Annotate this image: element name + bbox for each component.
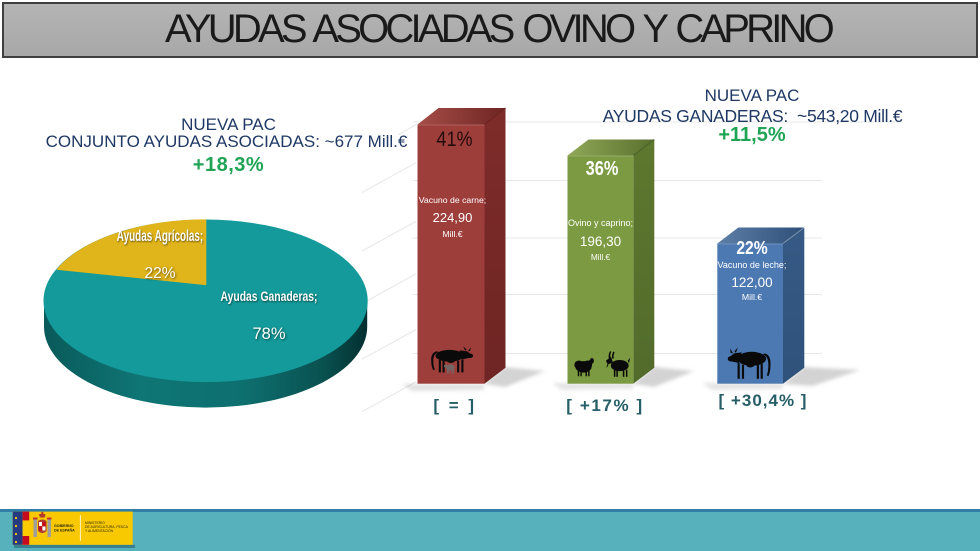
svg-text:GOBIERNO: GOBIERNO — [54, 524, 74, 528]
svg-text:DE ESPAÑA: DE ESPAÑA — [54, 527, 75, 532]
svg-text:MINISTERIO: MINISTERIO — [85, 521, 105, 525]
svg-text:DE AGRICULTURA, PESCA: DE AGRICULTURA, PESCA — [85, 525, 129, 529]
svg-text:Y ALIMENTACIÓN: Y ALIMENTACIÓN — [85, 528, 114, 533]
